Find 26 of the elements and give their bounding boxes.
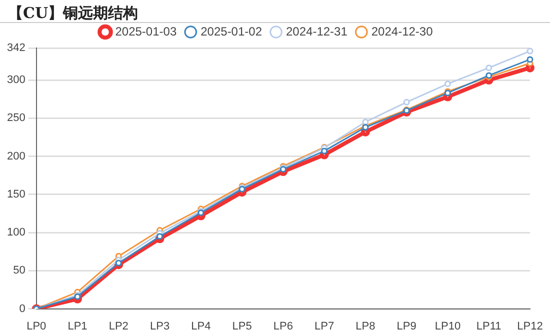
x-tick-label: LP9 [396,320,416,332]
y-tick-label: 50 [13,264,26,277]
y-tick-label: 250 [6,112,26,124]
x-tick-label: LP2 [108,320,128,332]
y-tick-label: 150 [6,188,26,200]
y-tick-label: 0 [19,302,26,315]
x-tick-label: LP3 [150,320,170,332]
y-tick-label: 342 [6,42,26,54]
y-tick-label: 100 [6,226,26,239]
x-tick-label: LP8 [356,320,376,332]
chart-title: 【CU】铜远期结构 [8,4,138,23]
x-tick-label: LP7 [314,320,334,332]
y-tick-label: 300 [6,74,26,86]
x-tick-label: LP5 [232,320,252,332]
x-tick-label: LP11 [476,320,502,332]
x-tick-label: LP6 [273,320,293,332]
x-tick-label: LP10 [434,320,461,332]
legend-label: 2024-12-31 [286,24,348,38]
y-tick-label: 200 [6,150,26,162]
x-tick-label: LP12 [517,320,543,332]
x-tick-label: LP1 [68,320,88,332]
x-tick-label: LP4 [191,320,211,332]
legend-label: 2024-12-30 [371,24,434,38]
legend-label: 2025-01-02 [200,24,262,38]
legend-label: 2025-01-03 [115,24,177,38]
x-tick-label: LP0 [26,320,46,332]
